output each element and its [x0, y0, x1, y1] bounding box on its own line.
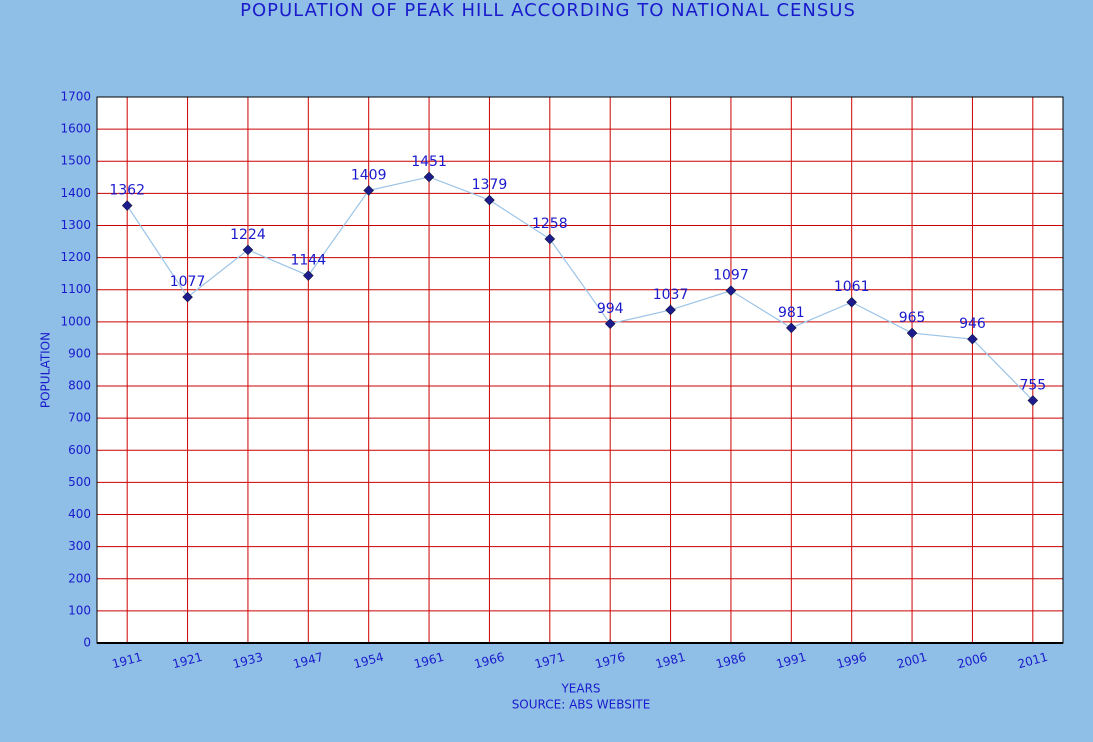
data-label: 1077 — [170, 274, 206, 290]
y-tick-label: 100 — [68, 603, 91, 617]
data-label: 1451 — [411, 154, 447, 170]
data-point — [846, 296, 858, 308]
data-point — [544, 233, 556, 245]
source-note: SOURCE: ABS WEBSITE — [512, 698, 651, 712]
y-tick-label: 1000 — [60, 314, 91, 328]
data-point — [725, 285, 737, 297]
data-point — [242, 244, 254, 256]
data-label: 946 — [959, 316, 986, 332]
y-axis-title: POPULATION — [39, 332, 53, 408]
data-label: 1379 — [472, 177, 508, 193]
data-point — [785, 322, 797, 334]
x-axis-title: YEARS — [560, 682, 600, 696]
y-tick-label: 1500 — [60, 154, 91, 168]
data-label: 994 — [597, 301, 624, 317]
data-label: 1061 — [834, 279, 870, 295]
y-tick-label: 900 — [68, 346, 91, 360]
y-tick-label: 1300 — [60, 218, 91, 232]
data-label: 1097 — [713, 268, 749, 284]
data-point — [604, 318, 616, 330]
data-point — [363, 185, 375, 196]
data-label: 1144 — [290, 253, 326, 269]
chart-title: POPULATION OF PEAK HILL ACCORDING TO NAT… — [240, 0, 856, 21]
data-label: 1037 — [653, 287, 689, 303]
data-point — [182, 291, 193, 303]
data-label: 981 — [778, 305, 805, 321]
y-tick-label: 1400 — [60, 186, 91, 200]
data-point — [1027, 395, 1039, 406]
data-label: 1258 — [532, 216, 568, 232]
y-tick-label: 1200 — [60, 250, 91, 264]
y-tick-label: 1700 — [60, 90, 91, 104]
data-label: 755 — [1019, 378, 1046, 394]
data-label: 1362 — [109, 183, 145, 199]
y-tick-label: 0 — [83, 636, 91, 650]
data-point — [906, 327, 918, 339]
plot-area — [97, 97, 1063, 643]
y-tick-label: 1100 — [60, 282, 91, 296]
data-point — [665, 304, 676, 316]
data-label: 1409 — [351, 167, 387, 183]
y-tick-label: 700 — [68, 411, 91, 425]
y-tick-label: 200 — [68, 571, 91, 585]
data-label: 965 — [899, 310, 926, 326]
data-point — [302, 270, 314, 281]
y-tick-label: 1600 — [60, 122, 91, 136]
y-tick-label: 800 — [68, 379, 91, 393]
data-point — [484, 194, 495, 206]
y-tick-label: 300 — [68, 539, 91, 553]
data-point — [423, 171, 435, 183]
y-tick-label: 400 — [68, 507, 91, 521]
data-label: 1224 — [230, 227, 266, 243]
data-point — [121, 200, 133, 211]
y-tick-label: 600 — [68, 443, 91, 457]
y-tick-label: 500 — [68, 475, 91, 489]
series-line — [126, 176, 1034, 401]
data-point — [967, 333, 978, 345]
